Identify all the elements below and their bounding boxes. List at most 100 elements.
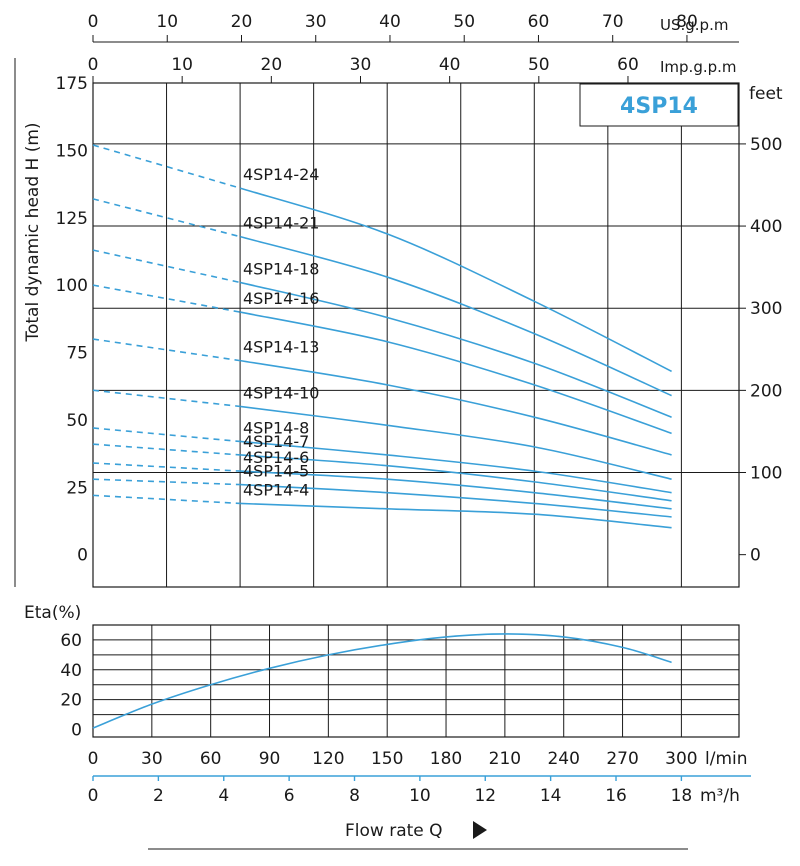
feet-y-tick-label: 500 xyxy=(750,135,782,155)
eta-chart-frame xyxy=(92,624,740,738)
lmin-tick-label: 30 xyxy=(141,749,163,769)
lmin-tick-label: 180 xyxy=(430,749,462,769)
head-curve-label: 4SP14-13 xyxy=(243,338,319,357)
head-y-axis-ticks: 0 25 50 75 100 125 150 175 xyxy=(56,74,88,566)
head-chart-frame xyxy=(92,82,740,588)
head-chart-grid xyxy=(93,83,739,587)
eta-y-tick-label: 20 xyxy=(60,691,82,711)
head-y-tick-label: 0 xyxy=(77,546,88,566)
imp-gpm-tick-label: 40 xyxy=(439,55,461,75)
eta-y-tick-label: 60 xyxy=(60,631,82,651)
us-gpm-unit-label: US.g.p.m xyxy=(660,16,728,34)
head-curve-label: 4SP14-16 xyxy=(243,289,319,308)
us-gpm-tick-label: 40 xyxy=(379,12,401,32)
eta-y-tick-label: 0 xyxy=(71,721,82,741)
eta-chart-grid xyxy=(93,625,739,737)
y-axis-label: Total dynamic head H (m) xyxy=(23,122,43,342)
head-curve-dashed xyxy=(92,427,241,443)
lmin-tick-label: 150 xyxy=(371,749,403,769)
head-curve-label: 4SP14-7 xyxy=(243,432,309,451)
imp-gpm-tick-label: 60 xyxy=(617,55,639,75)
x-axis-label: Flow rate Q xyxy=(345,821,443,841)
head-curve-label: 4SP14-8 xyxy=(243,418,309,437)
head-y-tick-label: 175 xyxy=(56,74,88,94)
head-y-tick-label: 100 xyxy=(56,276,88,296)
imp-gpm-tick-label: 0 xyxy=(88,55,99,75)
m3h-tick-label: 2 xyxy=(153,786,164,806)
head-curve-dashed xyxy=(92,198,241,238)
m3h-tick-label: 8 xyxy=(349,786,360,806)
eta-curve-group xyxy=(92,633,672,729)
m3h-tick-label: 12 xyxy=(474,786,496,806)
m3h-tick-label: 18 xyxy=(671,786,693,806)
head-curve-solid xyxy=(239,235,672,397)
us-gpm-tick-label: 0 xyxy=(88,12,99,32)
head-y-tick-label: 125 xyxy=(56,209,88,229)
m3h-tick-label: 6 xyxy=(284,786,295,806)
feet-y-tick-label: 0 xyxy=(750,546,761,566)
head-y-tick-label: 25 xyxy=(66,478,88,498)
us-gpm-tick-label: 10 xyxy=(156,12,178,32)
lmin-unit-label: l/min xyxy=(705,749,748,769)
head-curve-label: 4SP14-24 xyxy=(243,165,319,184)
head-curve-label: 4SP14-5 xyxy=(243,462,309,481)
m3h-unit-label: m³/h xyxy=(700,786,740,806)
feet-y-tick-label: 200 xyxy=(750,381,782,401)
head-curve-dashed xyxy=(92,284,241,313)
head-curve-solid xyxy=(240,470,672,510)
m3h-tick-label: 16 xyxy=(605,786,627,806)
head-curve-solid xyxy=(239,187,672,373)
head-curve-dashed xyxy=(92,494,241,505)
eta-y-axis-ticks: 0 20 40 60 xyxy=(60,631,82,741)
head-curve-solid xyxy=(240,440,672,494)
imp-gpm-tick-label: 50 xyxy=(528,55,550,75)
imp-gpm-tick-label: 10 xyxy=(171,55,193,75)
head-curve-solid xyxy=(239,405,672,480)
imp-gpm-unit-label: Imp.g.p.m xyxy=(660,58,737,76)
head-curve-solid xyxy=(240,502,672,529)
lmin-tick-label: 90 xyxy=(259,749,281,769)
feet-y-tick-label: 300 xyxy=(750,299,782,319)
eta-axis-label: Eta(%) xyxy=(24,603,81,623)
head-y-tick-label: 75 xyxy=(66,344,88,364)
m3h-tick-label: 14 xyxy=(540,786,562,806)
head-y-tick-label: 150 xyxy=(56,141,88,161)
head-curve-labels: 4SP14-24 4SP14-21 4SP14-18 4SP14-16 4SP14-13… xyxy=(243,165,319,499)
model-badge-text: 4SP14 xyxy=(620,94,698,119)
lmin-tick-label: 60 xyxy=(200,749,222,769)
head-curve-dashed xyxy=(92,144,241,189)
head-curve-label: 4SP14-4 xyxy=(243,480,309,499)
us-gpm-tick-label: 20 xyxy=(231,12,253,32)
eta-y-tick-label: 40 xyxy=(60,661,82,681)
head-curve-solid xyxy=(239,311,672,435)
head-curve-label: 4SP14-21 xyxy=(243,214,319,233)
imp-gpm-tick-label: 20 xyxy=(261,55,283,75)
us-gpm-tick-label: 30 xyxy=(305,12,327,32)
head-curve-solid xyxy=(239,359,672,456)
m3h-tick-label: 10 xyxy=(409,786,431,806)
head-curve-dashed xyxy=(92,443,241,456)
head-curve-solid xyxy=(240,483,672,518)
bottom-flow-axes: 0 30 60 90 120 150 180 210 240 270 300 l/min 0 2 4 6 8 10… xyxy=(88,749,751,806)
feet-y-tick-label: 100 xyxy=(750,464,782,484)
lmin-tick-label: 240 xyxy=(547,749,579,769)
lmin-tick-label: 300 xyxy=(665,749,697,769)
head-curve-label: 4SP14-6 xyxy=(243,448,309,467)
head-curve-dashed xyxy=(92,249,241,284)
head-curve-dashed xyxy=(92,389,241,408)
feet-y-tick-label: 400 xyxy=(750,217,782,237)
feet-y-axis-ticks: 0 100 200 300 400 500 xyxy=(739,135,782,566)
imp-gpm-tick-label: 30 xyxy=(350,55,372,75)
m3h-tick-label: 4 xyxy=(218,786,229,806)
lmin-tick-label: 0 xyxy=(88,749,99,769)
model-badge: 4SP14 xyxy=(579,83,739,127)
head-y-tick-label: 50 xyxy=(66,411,88,431)
us-gpm-tick-label: 50 xyxy=(453,12,475,32)
y-right-axis-label: feet xyxy=(749,84,783,104)
us-gpm-tick-label: 80 xyxy=(676,12,698,32)
m3h-tick-label: 0 xyxy=(88,786,99,806)
us-gpm-tick-label: 60 xyxy=(528,12,550,32)
head-curve-dashed xyxy=(92,462,241,472)
